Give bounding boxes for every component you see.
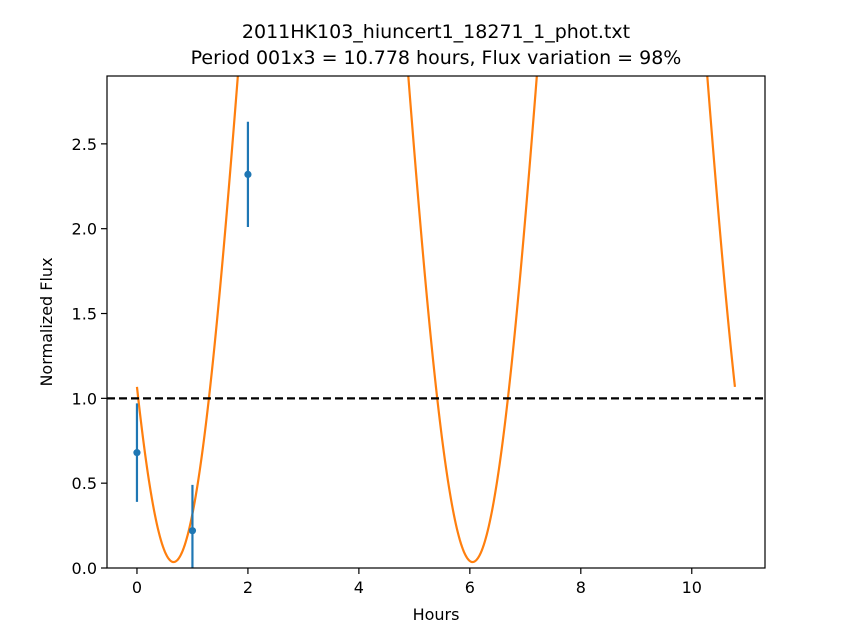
x-tick-label: 0 (132, 578, 142, 597)
data-point (133, 449, 141, 457)
x-tick-label: 2 (243, 578, 253, 597)
x-tick-label: 8 (576, 578, 586, 597)
x-axis-label: Hours (413, 605, 460, 624)
x-tick-label: 10 (682, 578, 702, 597)
plot-area (107, 76, 765, 568)
data-point (188, 527, 197, 535)
axis-ticks: 0 2 4 6 8 10 0.0 0.5 1.0 1.5 2.0 2.5 (72, 135, 702, 597)
y-tick-label: 0.5 (72, 474, 97, 493)
plot-frame (106, 75, 766, 569)
x-tick-label: 4 (354, 578, 364, 597)
x-tick-label: 6 (465, 578, 475, 597)
model-fit-line (135, 76, 737, 564)
data-point (244, 170, 252, 178)
chart-subtitle: Period 001x3 = 10.778 hours, Flux variat… (191, 47, 682, 69)
y-tick-label: 2.5 (72, 135, 97, 154)
y-axis-label: Normalized Flux (37, 257, 56, 386)
y-tick-label: 1.0 (72, 389, 97, 408)
y-tick-label: 0.0 (72, 559, 97, 578)
y-tick-label: 1.5 (72, 305, 97, 324)
y-tick-label: 2.0 (72, 220, 97, 239)
chart-title: 2011HK103_hiuncert1_18271_1_phot.txt (242, 21, 630, 43)
